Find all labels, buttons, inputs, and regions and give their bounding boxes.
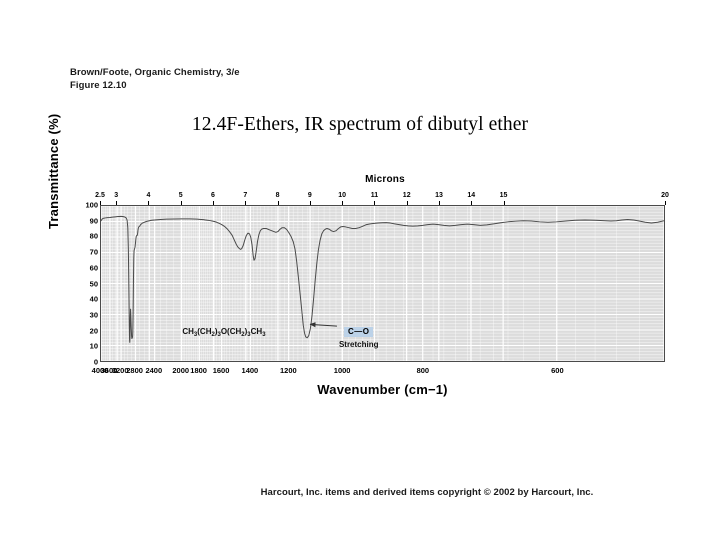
y-axis-tick-label: 90 [89,216,98,226]
micron-tick-label: 13 [435,192,443,199]
wavenumber-tick-label: 4000 [91,366,109,375]
x-axis-title: Wavenumber (cm−1) [317,382,448,397]
wavenumber-tick-label: 1000 [333,366,351,375]
y-axis-tick-label: 70 [89,247,98,257]
micron-tick-label: 12 [402,192,411,199]
micron-tick-mark [374,201,376,205]
micron-tick-mark [245,201,247,205]
micron-tick-mark [116,201,118,205]
y-axis-zero-label: 0 [93,357,98,367]
micron-tick-label: 9 [307,192,312,199]
micron-tick-mark [100,201,101,205]
wavenumber-tick-label: 3600 [100,366,118,375]
y-axis-tick-label: 10 [89,341,98,351]
ir-spectrum-figure: Microns 2.5 3 4 5 6 7 8 9 10 11 12 13 14 15 20 Transmi… [46,114,672,407]
micron-tick-mark [148,201,150,205]
wavenumber-tick-label: 3200 [111,366,129,375]
grid-lines [101,206,664,361]
wavenumber-tick-label: 2000 [172,366,190,375]
wavenumber-tick-label: 1400 [241,366,259,375]
plot-area [100,205,665,362]
micron-tick-mark [180,201,182,205]
spectrum-trace [101,215,664,343]
co-stretch-callout: C—O Stretching [339,321,379,349]
y-axis-tick-label: 20 [89,326,98,336]
micron-tick-mark [406,201,408,205]
micron-tick-mark [471,201,473,205]
micron-tick-label: 5 [178,192,183,199]
micron-tick-mark [342,201,344,205]
micron-tick-label: 15 [499,192,508,199]
wavenumber-tick-label: 1200 [279,366,297,375]
micron-tick-mark [665,201,666,205]
wavenumber-tick-label: 600 [551,366,564,375]
y-axis-tick-label: 80 [89,231,98,241]
header-line-2: Figure 12.10 [70,80,127,92]
co-stretch-sublabel: Stretching [338,339,379,349]
co-bond-label: C—O [343,326,374,337]
wavenumber-tick-label: 2800 [126,366,143,375]
micron-tick-label: 6 [211,192,215,199]
micron-tick-mark [277,201,279,205]
wavenumber-tick-label: 2400 [145,366,163,375]
micron-tick-label: 7 [243,192,248,199]
molecular-formula-annotation: CH3(CH2)3O(CH2)3CH3 [182,327,266,339]
micron-tick-mark [309,201,311,205]
y-axis-tick-label: 60 [89,263,98,273]
page-title: 12.4F-Ethers, IR spectrum of dibutyl eth… [191,114,529,135]
micron-tick-label: 2.5 [95,192,105,199]
top-axis-title: Microns [365,174,405,185]
y-axis-tick-label: 40 [89,294,98,304]
micron-tick-label: 4 [146,192,151,199]
micron-tick-label: 11 [370,192,379,199]
wavenumber-tick-label: 1800 [190,366,207,375]
y-axis-tick-label: 30 [89,310,98,320]
y-axis-tick-labels: 100 90 80 70 60 50 40 30 20 10 0 [72,172,98,407]
header-line-1: Brown/Foote, Organic Chemistry, 3/e [70,67,240,78]
micron-tick-mark [503,201,505,205]
wavenumber-tick-label: 800 [416,366,430,375]
y-axis-tick-label: 100 [85,200,98,210]
micron-tick-mark [213,201,214,205]
slide-header: Brown/Foote, Organic Chemistry, 3/e Figu… [70,66,240,93]
copyright-text: Harcourt, Inc. items and derived items c… [260,487,594,498]
wavenumber-tick-label: 1600 [212,366,230,375]
copyright-footer: Harcourt, Inc. items and derived items c… [0,487,720,498]
micron-tick-label: 8 [275,192,280,199]
micron-tick-label: 10 [338,192,347,199]
micron-tick-label: 14 [467,192,476,199]
micron-tick-mark [439,201,440,205]
y-axis-tick-label: 50 [89,279,98,288]
micron-tick-label: 20 [661,192,669,199]
y-axis-title: Transmittance (%) [46,113,61,229]
micron-tick-label: 3 [114,192,119,199]
